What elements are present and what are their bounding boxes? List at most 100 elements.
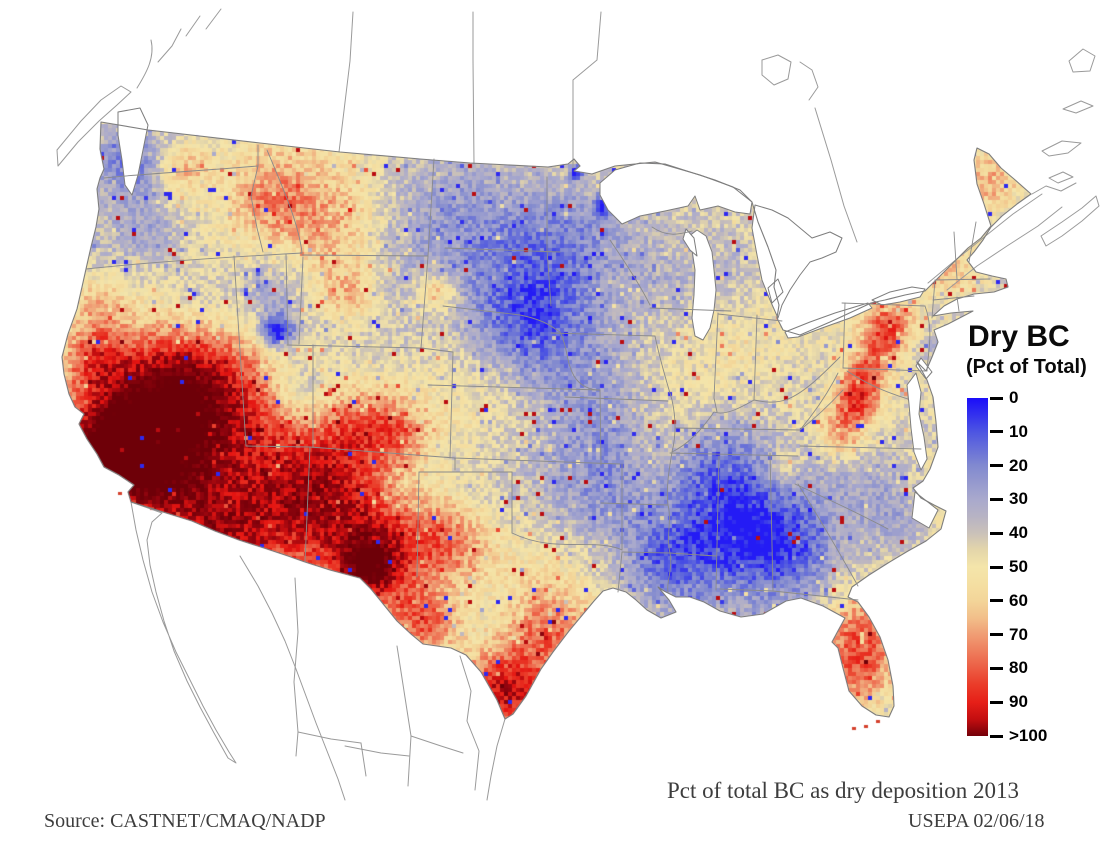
figure-caption: Pct of total BC as dry deposition 2013 — [667, 778, 1020, 803]
canada-mexico-boundary — [239, 555, 346, 801]
state-boundary — [427, 384, 601, 391]
canada-mexico-boundary — [157, 28, 182, 63]
source-caption: Source: CASTNET/CMAQ/NADP — [44, 810, 326, 832]
state-boundary — [298, 256, 304, 345]
state-boundary — [772, 590, 859, 601]
state-boundary — [671, 356, 841, 453]
state-boundary — [842, 302, 846, 369]
canada-mexico-boundary — [1040, 195, 1100, 247]
state-boundary — [842, 367, 926, 372]
lake-water-body — [682, 228, 698, 257]
state-boundary — [924, 305, 931, 372]
state-boundary — [799, 372, 839, 431]
canada-mexico-boundary — [1062, 100, 1094, 114]
state-boundary — [416, 471, 420, 578]
state-boundary — [931, 279, 936, 319]
lake-water-body — [751, 204, 843, 319]
canada-mexico-boundary — [185, 15, 201, 37]
state-boundary — [621, 551, 671, 554]
state-boundary — [245, 445, 311, 448]
canada-mexico-boundary — [814, 107, 858, 243]
state-boundary — [794, 483, 889, 530]
state-boundary — [301, 254, 429, 257]
state-boundary — [309, 446, 621, 465]
state-boundary — [250, 144, 264, 253]
lake-water-body — [117, 107, 149, 196]
lake-water-body — [599, 162, 753, 225]
state-boundary — [669, 552, 717, 557]
state-boundary — [449, 351, 454, 459]
canada-mexico-boundary — [1031, 182, 1077, 195]
state-boundary — [420, 158, 435, 349]
state-boundary — [956, 296, 960, 312]
state-boundary — [559, 331, 601, 391]
agency-datestamp: USEPA 02/06/18 — [908, 810, 1045, 832]
state-boundary — [617, 551, 623, 593]
state-boundary — [285, 253, 289, 345]
state-boundary — [103, 165, 259, 179]
state-boundary — [564, 396, 669, 402]
canada-mexico-boundary — [927, 193, 1043, 284]
canada-mexico-boundary — [472, 11, 475, 165]
lake-water-body — [871, 286, 926, 306]
canada-mexico-boundary — [799, 61, 819, 101]
us-border-outline — [61, 121, 1032, 720]
state-boundary — [651, 226, 693, 235]
canada-mexico-boundary — [360, 742, 367, 777]
canada-mexico-boundary — [396, 645, 412, 787]
lake-water-body — [906, 372, 928, 471]
canada-mexico-boundary — [1041, 140, 1082, 157]
state-boundary — [304, 446, 311, 563]
state-boundary — [85, 252, 303, 270]
canada-mexico-boundary — [761, 54, 792, 86]
state-boundary — [266, 149, 303, 254]
state-boundary — [753, 314, 758, 401]
canada-mexico-boundary — [344, 745, 410, 757]
state-boundary — [546, 176, 552, 307]
canada-mexico-boundary — [946, 206, 1063, 291]
state-boundary — [717, 313, 783, 322]
state-boundary — [669, 452, 799, 457]
canada-mexico-boundary — [1068, 48, 1096, 73]
state-boundary — [654, 335, 676, 593]
canada-mexico-boundary — [130, 501, 237, 764]
canada-mexico-boundary — [338, 11, 354, 153]
state-boundary — [511, 532, 623, 551]
canada-mexico-boundary — [572, 11, 602, 169]
state-boundary — [846, 370, 909, 400]
state-boundary — [233, 255, 247, 447]
lake-water-body — [784, 302, 873, 339]
canada-mexico-boundary — [136, 39, 153, 89]
state-boundary — [715, 455, 720, 591]
state-boundary — [442, 305, 561, 333]
state-boundary — [600, 502, 669, 506]
lake-water-body — [687, 229, 717, 341]
state-boundary — [444, 247, 561, 253]
state-boundary — [797, 483, 859, 587]
state-boundary — [769, 452, 774, 591]
canada-mexico-boundary — [293, 577, 299, 757]
state-boundary — [713, 312, 719, 413]
state-boundary — [841, 302, 926, 307]
canada-mexico-boundary — [297, 731, 362, 744]
canada-mexico-boundary — [486, 718, 506, 801]
state-boundary — [550, 332, 656, 337]
state-boundary — [932, 295, 975, 301]
state-boundary — [799, 389, 844, 431]
state-boundary — [934, 278, 991, 281]
state-boundary — [609, 239, 651, 306]
state-boundary — [968, 221, 977, 263]
canada-mexico-boundary — [1048, 171, 1074, 184]
state-boundary — [719, 588, 774, 592]
state-boundary — [953, 231, 958, 280]
state-boundary — [286, 344, 454, 353]
canada-mexico-boundary — [459, 655, 480, 791]
canada-mexico-boundary — [56, 85, 132, 167]
state-boundary — [675, 427, 801, 431]
state-boundary — [599, 389, 602, 466]
state-boundary — [799, 445, 922, 450]
canada-mexico-boundary — [410, 735, 464, 754]
lake-water-body — [911, 491, 939, 529]
